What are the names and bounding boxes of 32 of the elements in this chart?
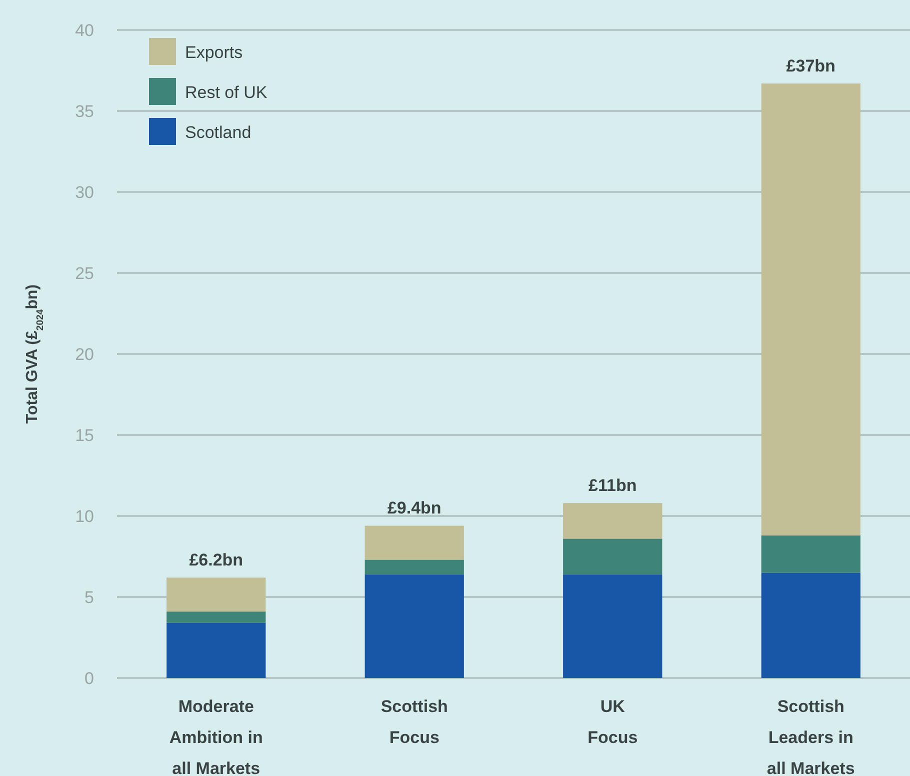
y-tick-label: 0 [84, 668, 94, 688]
legend-label: Exports [185, 42, 243, 62]
y-tick-label: 30 [75, 182, 94, 202]
bar [761, 572, 860, 678]
bar [364, 560, 464, 574]
bar [364, 574, 464, 678]
y-tick-label: 15 [75, 426, 94, 445]
bar [563, 574, 662, 678]
y-tick-label: 35 [75, 102, 94, 121]
y-tick-label: 10 [75, 506, 94, 526]
x-tick-label: Moderate Ambition in all Markets [169, 697, 263, 776]
total-label: £37bn [786, 56, 836, 76]
y-tick-label: 5 [84, 588, 94, 607]
bar [364, 526, 464, 560]
total-label: £9.4bn [387, 498, 442, 518]
bar [761, 535, 860, 573]
legend-label: Rest of UK [185, 82, 268, 102]
bar [563, 538, 662, 574]
y-tick-label: 20 [75, 344, 94, 364]
x-tick-label: Scottish Leaders in all Markets [766, 697, 855, 776]
bar [166, 612, 266, 623]
y-tick-label: 40 [75, 20, 94, 40]
total-label: £11bn [588, 476, 637, 496]
bar [761, 83, 860, 536]
x-tick-label: UK Focus [588, 697, 638, 747]
bar [563, 503, 662, 539]
bar [166, 622, 266, 678]
x-tick-label: Scottish Focus [380, 697, 448, 747]
bar [166, 578, 266, 612]
y-tick-label: 25 [75, 264, 94, 283]
total-label: £6.2bn [189, 550, 244, 570]
legend-label: Scotland [185, 122, 252, 142]
